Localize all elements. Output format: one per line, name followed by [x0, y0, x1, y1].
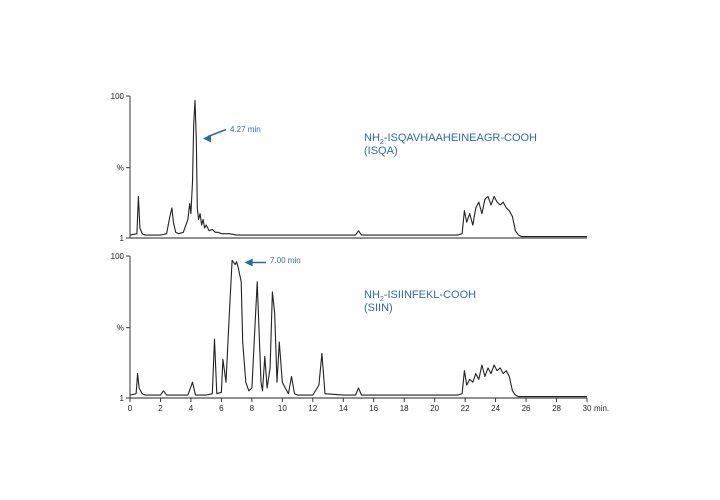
- x-tick-label: 28: [552, 404, 561, 413]
- x-tick-label: 18: [400, 404, 409, 413]
- x-tick-label: 2: [158, 404, 163, 413]
- x-tick-label: 8: [250, 404, 255, 413]
- chromatogram-trace-siin: [129, 259, 587, 398]
- y-tick-label-isqa: 1: [120, 234, 125, 243]
- peak-annotation-siin: 7.00 min: [270, 256, 301, 265]
- compound-label-sequence: -ISQAVHAAHEINEAGR-COOH: [384, 132, 537, 144]
- x-tick-label: 26: [522, 404, 531, 413]
- compound-abbrev-isqa: (ISQA): [364, 145, 398, 157]
- compound-label-prefix: NH: [364, 132, 380, 144]
- x-tick-label: 10: [278, 404, 287, 413]
- peak-arrowhead-icon-isqa: [203, 134, 212, 143]
- compound-label-subscript: 2: [380, 139, 384, 146]
- x-tick-label: 20: [430, 404, 439, 413]
- y-tick-label-siin: 1: [120, 394, 125, 403]
- chromatogram-trace-isqa: [129, 99, 587, 238]
- peak-arrowhead-icon-siin: [244, 258, 253, 267]
- x-tick-label: 16: [369, 404, 378, 413]
- compound-label-isqa: NH2-ISQAVHAAHEINEAGR-COOH: [364, 132, 537, 146]
- chromatogram-panel-isqa: 100% 1 4.27 min NH2-ISQAVHAAHEINEAGR-COOH(I…: [111, 92, 587, 243]
- x-tick-label: 6: [219, 404, 224, 413]
- y-tick-label-isqa: 100: [111, 92, 125, 101]
- compound-abbrev-siin: (SIIN): [364, 302, 393, 314]
- y-tick-label-siin: %: [117, 324, 124, 333]
- y-tick-label-siin: 100: [111, 252, 125, 261]
- x-tick-label: 24: [491, 404, 500, 413]
- compound-label-sequence: -ISIINFEKL-COOH: [384, 289, 476, 301]
- compound-label-subscript: 2: [380, 296, 384, 303]
- x-tick-label: 12: [308, 404, 317, 413]
- x-tick-label: 30: [583, 404, 592, 413]
- x-tick-label: 4: [189, 404, 194, 413]
- x-tick-label: 0: [128, 404, 133, 413]
- y-tick-label-isqa: %: [117, 164, 124, 173]
- peak-annotation-isqa: 4.27 min: [230, 125, 261, 134]
- x-axis-unit: min.: [594, 404, 609, 413]
- compound-label-prefix: NH: [364, 289, 380, 301]
- compound-label-siin: NH2-ISIINFEKL-COOH: [364, 289, 476, 303]
- x-tick-label: 22: [461, 404, 470, 413]
- x-tick-label: 14: [339, 404, 348, 413]
- chromatogram-panel-siin: 100%10 2 4 6 8 10 12 14 16 18 20 22 24 26 28 30 min.7.00…: [111, 252, 609, 413]
